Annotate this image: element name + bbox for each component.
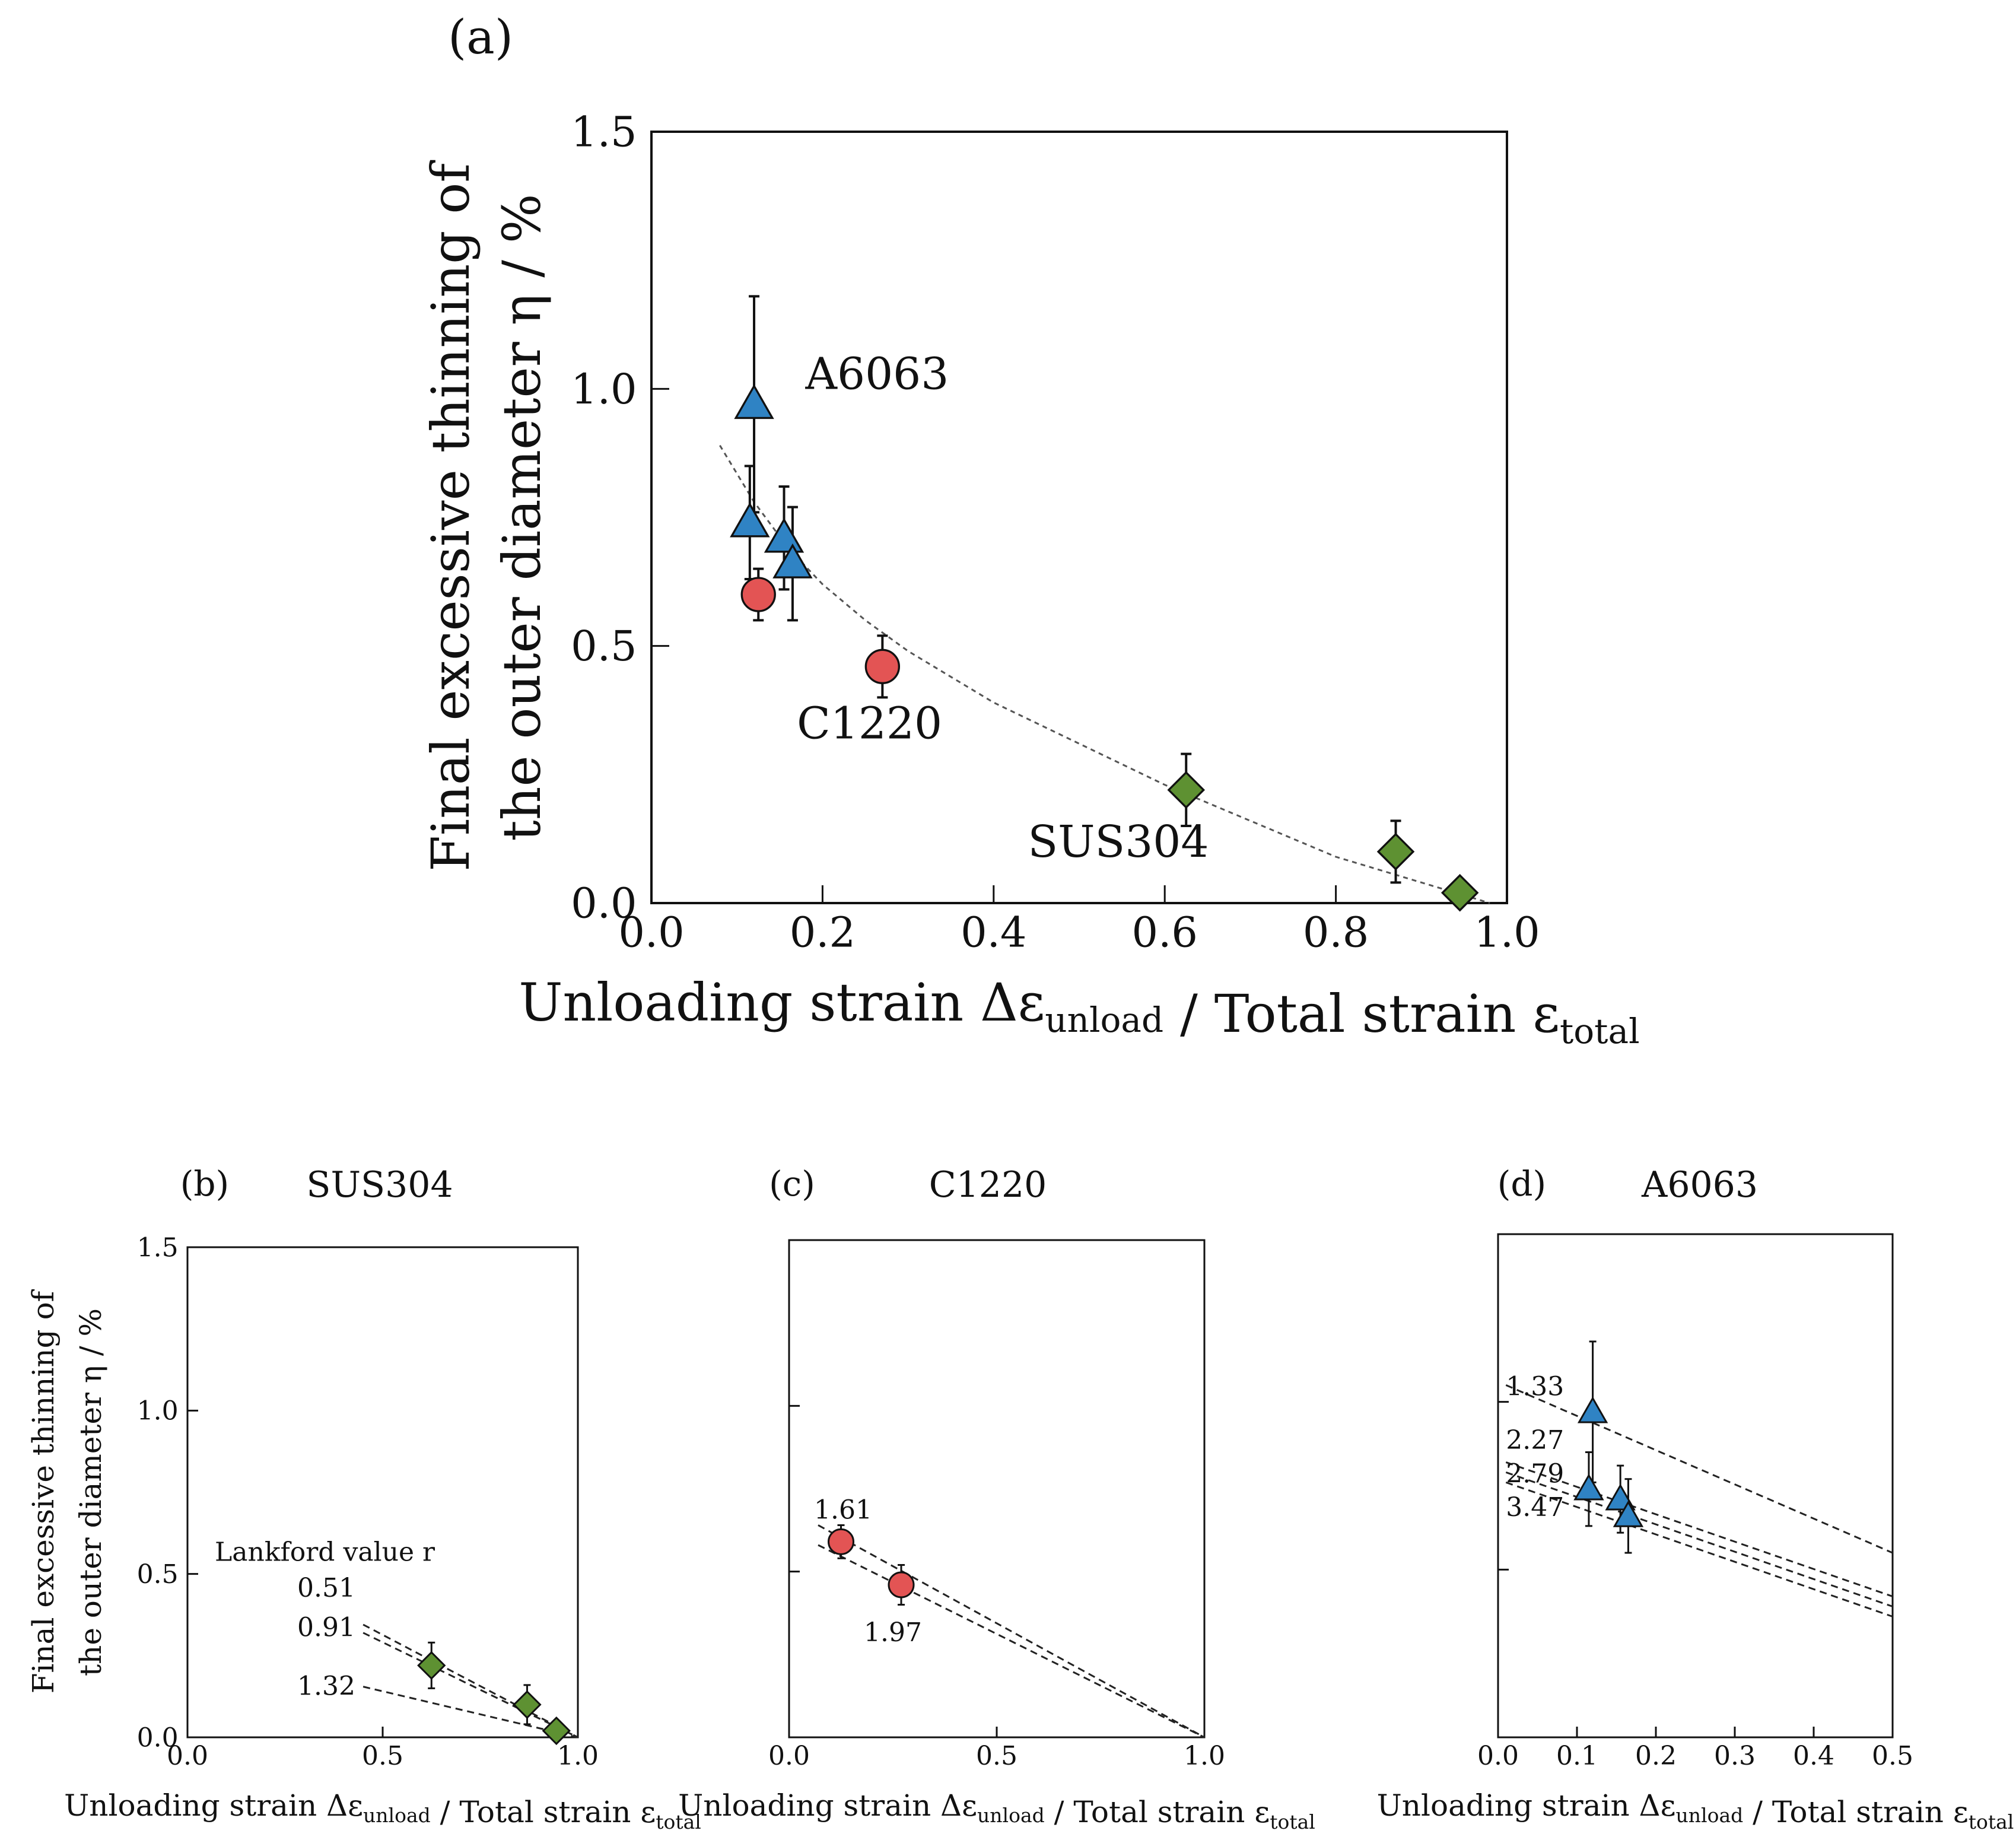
panel-label: (d): [1497, 1164, 1546, 1204]
lankford-line: [1505, 1481, 1893, 1617]
lankford-value-label: 1.97: [864, 1617, 922, 1648]
lankford-value-label: 2.79: [1506, 1458, 1564, 1489]
series-label: A6063: [805, 348, 949, 399]
lankford-line: [1505, 1384, 1893, 1554]
x-tick-label: 0.4: [961, 908, 1026, 957]
data-point-a6063: [1573, 1473, 1604, 1501]
x-tick-label: 0.2: [1635, 1741, 1677, 1771]
data-point-c1220: [864, 649, 901, 685]
x-axis-label: Unloading strain Δεunload / Total strain…: [1377, 1788, 2014, 1833]
y-tick-label: 0.0: [137, 1722, 179, 1753]
chart-panel-d: (d) A6063 0.0 0.1 0.2 0.3 0.4 0.5 Unloading stra…: [1377, 1164, 2014, 1833]
lankford-line: [818, 1544, 1205, 1739]
x-tick-label: 0.4: [1793, 1741, 1834, 1771]
x-tick-label: 0.0: [167, 1741, 208, 1771]
data-point-sus304: [1376, 832, 1415, 871]
y-tick-label: 0.0: [571, 879, 637, 928]
panel-label: (a): [448, 9, 513, 65]
lankford-value-label: 1.32: [297, 1671, 355, 1701]
lankford-value-label: 0.51: [297, 1573, 355, 1603]
x-axis-label: Unloading strain Δεunload / Total strain…: [64, 1788, 701, 1833]
y-axis-label-line1: Final excessive thinning of: [26, 1289, 61, 1693]
x-tick-label: 1.0: [1474, 908, 1540, 957]
x-tick-label: 0.5: [1872, 1741, 1913, 1771]
x-tick-label: 0.1: [1556, 1741, 1598, 1771]
lankford-title: Lankford value r: [215, 1537, 435, 1568]
x-tick-label: 0.6: [1132, 908, 1198, 957]
panel-title: C1220: [929, 1164, 1047, 1206]
data-point-a6063: [734, 384, 774, 419]
lankford-value-label: 3.47: [1506, 1492, 1564, 1523]
data-point-sus304: [1441, 873, 1479, 912]
data-point-sus304: [513, 1690, 542, 1720]
y-tick-label: 1.0: [137, 1396, 179, 1426]
data-point-a6063: [730, 502, 770, 538]
y-tick-label: 1.5: [137, 1232, 179, 1263]
y-tick-label: 1.0: [571, 365, 637, 414]
x-tick-label: 0.0: [618, 908, 684, 957]
data-point-a6063: [772, 543, 813, 579]
data-point-c1220: [888, 1571, 915, 1598]
plot-frame: [788, 1239, 1206, 1739]
series-label: SUS304: [1028, 816, 1209, 867]
data-point-sus304: [542, 1716, 571, 1746]
x-tick-label: 1.0: [1184, 1741, 1225, 1771]
panel-label: (c): [769, 1164, 815, 1204]
x-tick-label: 0.2: [790, 908, 856, 957]
x-axis-label: Unloading strain Δεunload / Total strain…: [678, 1788, 1315, 1833]
lankford-line: [1505, 1461, 1893, 1597]
lankford-line: [363, 1623, 578, 1739]
chart-panel-a: (a) 0.0 0.2 0.4 0.6 0.8 1.0 0.0 0.5 1.0 1.5 Unloadi…: [420, 9, 1640, 1051]
lankford-line: [363, 1686, 578, 1739]
x-tick-label: 0.3: [1714, 1741, 1756, 1771]
y-axis-label-line2: the outer diameter η / %: [491, 193, 552, 841]
panel-title: A6063: [1641, 1164, 1758, 1206]
chart-panel-b: (b) SUS304 0.0 0.5 1.0 0.0 0.5 1.0 1.5 Unloading …: [26, 1164, 701, 1833]
plot-frame: [186, 1246, 579, 1739]
x-axis-label: Unloading strain Δεunload / Total strain…: [519, 972, 1639, 1051]
lankford-value-label: 1.33: [1506, 1371, 1564, 1401]
x-tick-label: 0.0: [768, 1741, 810, 1771]
plot-frame: [1497, 1233, 1894, 1739]
lankford-value-label: 0.91: [297, 1612, 355, 1642]
lankford-line: [363, 1632, 578, 1739]
y-tick-label: 1.5: [571, 108, 637, 157]
x-tick-label: 0.5: [976, 1741, 1017, 1771]
data-point-sus304: [417, 1651, 446, 1680]
y-axis-label-line1: Final excessive thinning of: [420, 160, 481, 872]
panel-title: SUS304: [306, 1164, 453, 1206]
chart-panel-c: (c) C1220 0.0 0.5 1.0 Unloading strain Δεunlo…: [678, 1164, 1315, 1833]
data-point-a6063: [764, 517, 805, 553]
x-tick-label: 0.8: [1303, 908, 1369, 957]
x-tick-label: 0.0: [1477, 1741, 1519, 1771]
y-axis-label-line2: the outer diameter η / %: [74, 1308, 108, 1676]
data-point-c1220: [828, 1528, 854, 1555]
data-point-sus304: [1167, 771, 1206, 809]
lankford-value-label: 2.27: [1506, 1425, 1564, 1455]
series-label: C1220: [797, 698, 942, 749]
fit-curve: [719, 444, 1490, 904]
data-point-a6063: [1577, 1396, 1608, 1423]
data-point-a6063: [1613, 1500, 1644, 1527]
y-tick-label: 0.5: [137, 1559, 179, 1590]
x-tick-label: 1.0: [557, 1741, 599, 1771]
lankford-line: [1505, 1471, 1893, 1607]
lankford-line: [818, 1524, 1205, 1739]
plot-frame: [650, 131, 1508, 904]
x-tick-label: 0.5: [362, 1741, 403, 1771]
y-tick-label: 0.5: [571, 622, 637, 670]
panel-label: (b): [180, 1164, 229, 1204]
lankford-value-label: 1.61: [814, 1495, 872, 1525]
data-point-c1220: [740, 577, 776, 612]
